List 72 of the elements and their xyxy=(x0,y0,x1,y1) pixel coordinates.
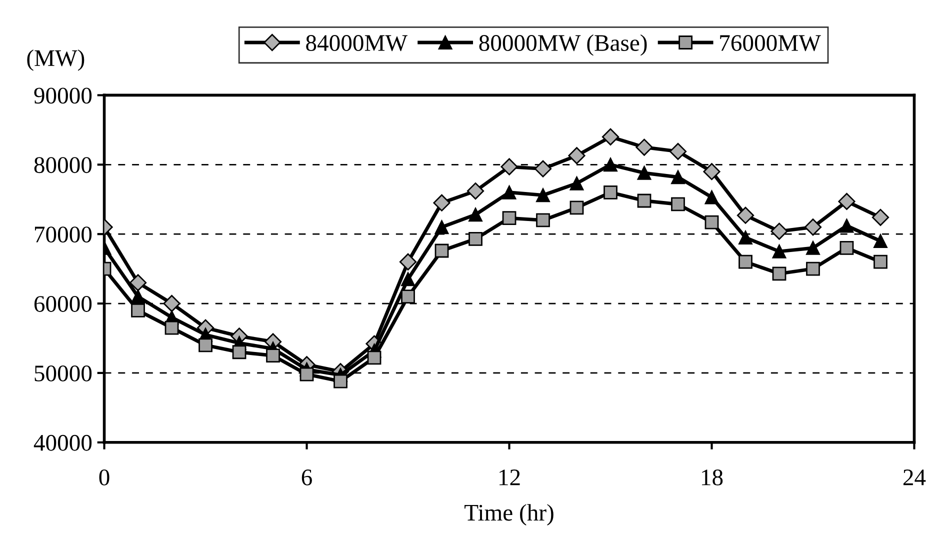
point xyxy=(164,320,179,335)
point xyxy=(129,274,147,292)
point xyxy=(772,266,786,281)
point xyxy=(536,188,550,202)
x-tick-label: 24 xyxy=(903,470,926,486)
point xyxy=(636,138,653,156)
x-tick-label: 0 xyxy=(99,469,110,486)
y-tick-label: 90000 xyxy=(34,88,92,104)
point xyxy=(570,200,584,215)
point xyxy=(434,244,449,258)
y-tick-label: 80000 xyxy=(34,157,92,174)
point xyxy=(399,253,417,270)
point xyxy=(637,166,652,180)
point xyxy=(232,345,246,360)
point xyxy=(604,158,618,172)
point xyxy=(433,194,450,212)
point xyxy=(568,147,586,164)
y-tick-label: 50000 xyxy=(34,365,92,382)
point xyxy=(736,206,754,224)
y-tick-label: 70000 xyxy=(34,226,92,243)
point xyxy=(198,338,212,352)
point xyxy=(401,290,415,304)
point xyxy=(838,192,856,210)
point xyxy=(637,194,652,208)
point xyxy=(367,350,382,365)
point xyxy=(401,272,415,286)
point xyxy=(500,158,518,176)
point xyxy=(266,348,280,363)
point xyxy=(874,234,888,248)
point xyxy=(570,176,584,190)
legend-label: 80000MW (Base) xyxy=(479,34,647,56)
x-tick-label: 18 xyxy=(702,469,723,486)
point xyxy=(434,220,449,234)
y-tick-label: 60000 xyxy=(34,296,92,312)
point xyxy=(468,208,482,222)
point xyxy=(163,294,180,312)
point xyxy=(671,197,685,212)
point xyxy=(534,160,552,178)
point xyxy=(738,230,752,244)
point xyxy=(536,213,550,228)
point xyxy=(804,218,822,236)
point xyxy=(806,241,820,255)
legend-label: 84000MW xyxy=(306,35,408,52)
point xyxy=(806,262,820,276)
point xyxy=(671,170,685,184)
point xyxy=(738,254,752,269)
point xyxy=(704,190,719,204)
y-axis-title: (MW) xyxy=(27,49,84,71)
point xyxy=(772,244,786,258)
point xyxy=(466,182,484,200)
point xyxy=(131,290,145,304)
point xyxy=(604,185,618,200)
point xyxy=(703,163,720,180)
point xyxy=(770,222,788,240)
point xyxy=(502,185,516,200)
point xyxy=(669,142,687,160)
point xyxy=(300,367,314,382)
point xyxy=(704,215,719,230)
point xyxy=(131,304,145,318)
point xyxy=(872,208,890,226)
x-tick-label: 6 xyxy=(302,470,312,486)
point xyxy=(874,254,888,269)
point xyxy=(840,241,854,255)
point xyxy=(602,128,620,146)
x-tick-label: 12 xyxy=(500,470,520,486)
point xyxy=(840,218,854,233)
x-axis-title: Time (hr) xyxy=(464,504,554,526)
point xyxy=(334,374,348,388)
point xyxy=(468,232,482,246)
point xyxy=(502,211,516,226)
legend-label: 76000MW xyxy=(720,35,821,52)
y-tick-label: 40000 xyxy=(34,434,92,451)
